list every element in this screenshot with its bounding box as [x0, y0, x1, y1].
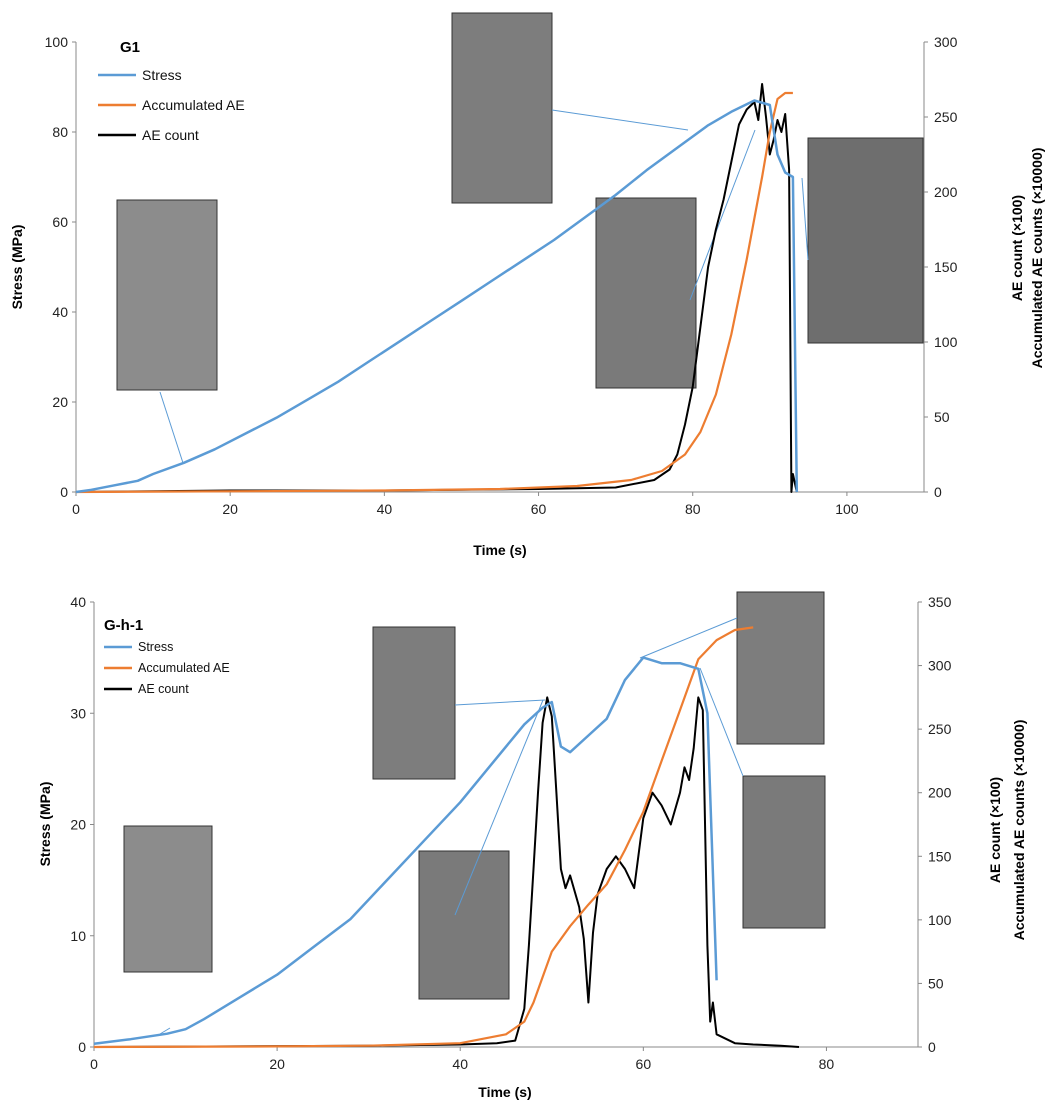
y2-tick-label: 250	[934, 109, 958, 125]
y2-axis-title-line1: AE count (×100)	[987, 777, 1003, 883]
y-tick-label: 40	[52, 304, 68, 320]
chart-title: G1	[120, 39, 140, 56]
x-tick-label: 20	[269, 1056, 285, 1072]
y2-axis-title-line2: Accumulated AE counts (×10000)	[1011, 720, 1027, 941]
legend-label-count: AE count	[138, 682, 189, 696]
photo-leader-line	[689, 129, 756, 301]
x-tick-labels: 0 20 40 60 80 100	[72, 492, 859, 517]
legend-label-accumulated: Accumulated AE	[138, 661, 230, 675]
photo-leader-line	[639, 617, 738, 659]
y-tick-label: 10	[70, 928, 86, 944]
legend-label-stress: Stress	[142, 67, 182, 83]
x-tick-label: 40	[452, 1056, 468, 1072]
specimen-photos	[123, 591, 826, 1035]
x-axis-title: Time (s)	[478, 1084, 531, 1100]
photo-leader-line	[551, 109, 689, 131]
specimen-photos	[116, 12, 924, 464]
y2-tick-label: 100	[934, 334, 958, 350]
y2-tick-label: 350	[928, 594, 952, 610]
y-tick-label: 40	[70, 594, 86, 610]
specimen-photo-peak	[372, 626, 456, 780]
series-line-stress	[93, 656, 718, 1045]
series-layer	[75, 83, 799, 494]
photo-leader-line	[159, 1027, 171, 1035]
specimen-photo-initial	[123, 825, 213, 973]
specimen-photo-crack	[418, 850, 510, 1000]
y2-tick-label: 0	[928, 1039, 936, 1055]
series-line-count	[93, 696, 800, 1048]
photo-leader-line	[699, 667, 744, 777]
photo-leader-line	[801, 177, 809, 261]
y-tick-label: 60	[52, 214, 68, 230]
y-tick-label: 0	[60, 484, 68, 500]
y-tick-label: 100	[45, 34, 69, 50]
legend: Stress Accumulated AE AE count	[104, 640, 230, 696]
x-tick-label: 80	[819, 1056, 835, 1072]
photo-leader-line	[159, 391, 184, 464]
y2-tick-label: 150	[928, 848, 952, 864]
x-tick-label: 0	[90, 1056, 98, 1072]
specimen-photo-peak	[451, 12, 553, 204]
y-tick-label: 20	[52, 394, 68, 410]
specimen-photo-failure	[742, 775, 826, 929]
chart-g1: 0 20 40 60 80 100 0 20 40 60 80 100 0 50 100 150 200 25…	[9, 12, 1045, 558]
x-tick-label: 20	[222, 501, 238, 517]
chart-g-h-1: 0 20 40 60 80 0 10 20 30 40 0 50 100 150 200 250 300 35…	[37, 591, 1027, 1100]
legend: Stress Accumulated AE AE count	[98, 67, 245, 143]
x-tick-labels: 0 20 40 60 80	[90, 1047, 834, 1072]
x-tick-label: 60	[636, 1056, 652, 1072]
y2-axis-title-line1: AE count (×100)	[1009, 195, 1025, 301]
x-tick-label: 60	[531, 501, 547, 517]
y-tick-label: 0	[78, 1039, 86, 1055]
chart-title: G-h-1	[104, 617, 143, 634]
series-line-count	[75, 83, 798, 493]
y2-tick-label: 0	[934, 484, 942, 500]
legend-label-accumulated: Accumulated AE	[142, 97, 245, 113]
y2-tick-label: 50	[934, 409, 950, 425]
series-line-stress	[75, 99, 799, 494]
y2-tick-labels: 0 50 100 150 200 250 300 350	[918, 594, 952, 1055]
x-tick-label: 100	[835, 501, 859, 517]
y2-tick-label: 300	[928, 658, 952, 674]
specimen-photo-initial	[116, 199, 218, 391]
y-tick-label: 80	[52, 124, 68, 140]
specimen-photo-failure	[807, 137, 924, 344]
y-tick-label: 30	[70, 705, 86, 721]
x-axis-title: Time (s)	[473, 542, 526, 558]
y2-tick-label: 150	[934, 259, 958, 275]
y2-tick-label: 50	[928, 975, 944, 991]
photo-leader-line	[454, 699, 546, 706]
x-tick-label: 0	[72, 501, 80, 517]
y2-tick-label: 100	[928, 912, 952, 928]
legend-label-count: AE count	[142, 127, 199, 143]
y2-tick-label: 200	[928, 785, 952, 801]
y2-tick-labels: 0 50 100 150 200 250 300	[924, 34, 958, 500]
specimen-photo-crack	[595, 197, 697, 389]
y-axis-title: Stress (MPa)	[37, 782, 53, 867]
y-tick-labels: 0 10 20 30 40	[70, 594, 94, 1055]
y-axis-title: Stress (MPa)	[9, 225, 25, 310]
photo-leader-line	[454, 699, 544, 916]
series-layer	[93, 626, 800, 1049]
y2-axis-title-line2: Accumulated AE counts (×10000)	[1029, 148, 1045, 369]
y-tick-label: 20	[70, 817, 86, 833]
y2-tick-label: 200	[934, 184, 958, 200]
y2-tick-label: 300	[934, 34, 958, 50]
specimen-photo-post-peak	[736, 591, 825, 745]
y-tick-labels: 0 20 40 60 80 100	[45, 34, 76, 500]
legend-label-stress: Stress	[138, 640, 173, 654]
y2-tick-label: 250	[928, 721, 952, 737]
x-tick-label: 40	[377, 501, 393, 517]
x-tick-label: 80	[685, 501, 701, 517]
